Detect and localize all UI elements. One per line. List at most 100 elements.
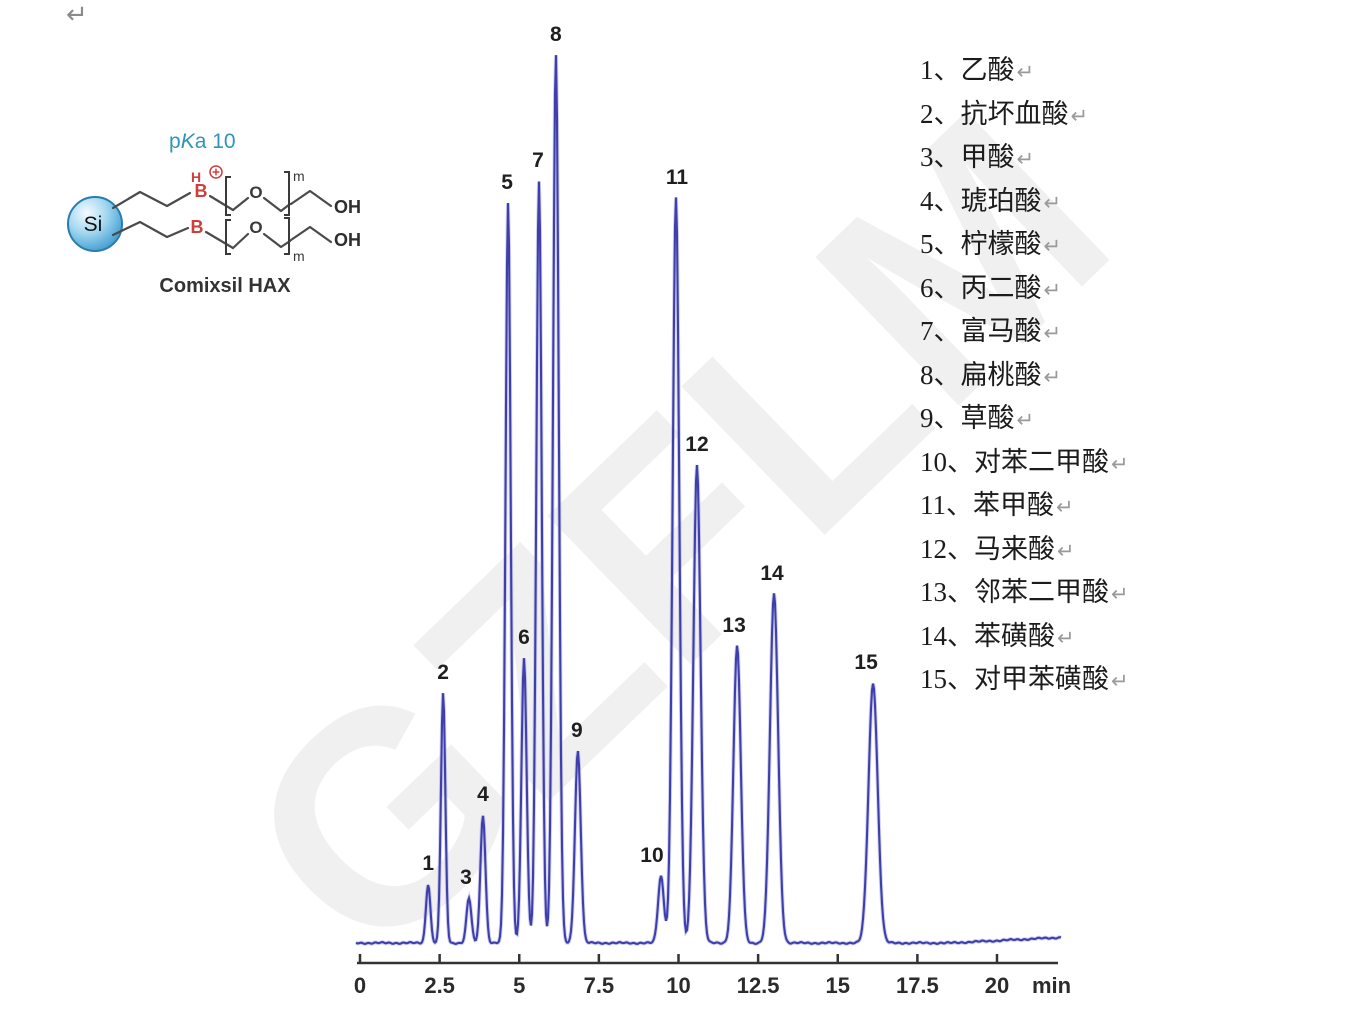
peak-label-12: 12 [685,433,708,456]
axis-tick-label: 2.5 [424,973,455,998]
upper-close-bracket [284,171,290,216]
paragraph-return-icon: ↵ [1016,60,1035,84]
chromatogram-trace [355,55,1062,945]
axis-unit-label: min [1032,973,1071,998]
paragraph-return-icon: ↵ [1111,451,1129,476]
trace-halo [355,55,1062,946]
silica-label: Si [84,213,103,236]
peak-label-15: 15 [854,651,878,674]
legend-item: 15、对甲苯磺酸↵ [920,659,1180,703]
peak-label-6: 6 [518,626,530,649]
axis-tick-label: 20 [985,973,1009,998]
axis-tick-label: 12.5 [737,973,780,998]
legend-item-text: 13、邻苯二甲酸 [920,577,1109,607]
time-axis: 0 2.5 5 7.5 10 12.5 15 17.5 20 [354,954,1058,998]
upper-repeat-bonds [231,196,292,213]
legend-item-text: 10、对苯二甲酸 [920,446,1109,477]
axis-tick-label: 5 [513,973,525,998]
legend-item-text: 15、对甲苯磺酸 [920,664,1109,694]
lower-open-bracket [225,219,231,255]
paragraph-return-icon: ↵ [1043,190,1062,215]
lower-m-subscript: m [293,248,305,264]
legend-item: 1、乙酸↵ [920,50,1180,94]
paragraph-return-icon: ↵ [1111,582,1129,606]
legend-item-text: 7、富马酸 [920,316,1042,346]
stationary-phase-structure: pKa 10 Si H B O m OH B O [67,130,361,297]
legend-item-text: 11、苯甲酸 [920,490,1054,520]
legend-item-text: 8、扁桃酸 [920,359,1042,390]
paragraph-return-icon: ↵ [1016,408,1035,432]
axis-tick-label: 0 [354,973,366,998]
legend-item: 14、苯磺酸↵ [920,616,1180,660]
upper-end-bonds [289,189,333,208]
legend-item: 3、甲酸↵ [920,137,1180,181]
paragraph-return-icon: ↵ [1111,669,1129,693]
axis-tick-label: 17.5 [896,973,939,998]
paragraph-return-icon: ↵ [1043,234,1062,258]
lower-oh-group: OH [334,230,361,250]
legend-item-text: 1、乙酸 [920,55,1015,85]
plus-charge-icon [209,165,223,179]
peak-label-3: 3 [460,866,472,889]
paragraph-return-icon: ↵ [1043,277,1062,302]
lower-end-bonds [289,225,333,244]
peak-label-7: 7 [532,149,544,172]
peak-label-2: 2 [437,661,449,684]
legend-item: 4、琥珀酸↵ [920,181,1180,225]
pka-label: pKa 10 [169,130,236,153]
paragraph-return-icon: ↵ [1016,147,1035,171]
lower-b-atom: B [191,217,204,237]
legend-item-text: 6、丙二酸 [920,272,1042,303]
lower-repeat-bonds [231,232,292,250]
upper-b-atom: B [195,181,208,201]
upper-o-atom: O [249,183,262,202]
paragraph-return-icon: ↵ [1057,538,1075,563]
peak-label-1: 1 [422,852,434,875]
paragraph-return-icon: ↵ [1057,625,1075,650]
upper-b-c-bond [208,194,235,212]
peak-label-14: 14 [760,562,784,585]
legend-item-text: 12、马来酸 [920,533,1055,564]
legend-item-text: 2、抗坏血酸 [920,98,1069,129]
peak-label-13: 13 [722,614,745,637]
paragraph-return-icon: ↵ [1043,321,1062,345]
legend-item-text: 3、甲酸 [920,142,1015,172]
peak-label-10: 10 [640,844,663,867]
legend-item: 8、扁桃酸↵ [920,355,1180,399]
legend-item: 7、富马酸↵ [920,311,1180,355]
upper-chain-bond [111,190,192,210]
peak-label-8: 8 [550,23,562,46]
legend-item-text: 5、柠檬酸 [920,229,1042,259]
silica-sphere [67,196,123,252]
legend-item: 12、马来酸↵ [920,529,1180,573]
legend-item: 10、对苯二甲酸↵ [920,442,1180,486]
legend-item-text: 14、苯磺酸 [920,620,1055,651]
lower-close-bracket [284,217,290,255]
legend-item: 6、丙二酸↵ [920,268,1180,312]
paragraph-return-icon: ↵ [66,0,88,30]
legend-item: 5、柠檬酸↵ [920,224,1180,268]
legend-item: 9、草酸↵ [920,398,1180,442]
peak-label-5: 5 [501,171,513,194]
upper-open-bracket [225,176,231,216]
axis-tick-label: 7.5 [584,973,615,998]
peak-label-9: 9 [571,719,583,742]
lower-o-atom: O [249,218,262,237]
legend-item: 13、邻苯二甲酸↵ [920,572,1180,616]
legend-item: 2、抗坏血酸↵ [920,94,1180,138]
axis-tick-label: 10 [666,973,690,998]
axis-tick-label: 15 [826,973,850,998]
paragraph-return-icon: ↵ [1043,364,1062,389]
upper-m-subscript: m [293,168,305,184]
paragraph-return-icon: ↵ [1056,495,1074,519]
paragraph-return-icon: ↵ [1070,103,1089,128]
peak-label-4: 4 [477,783,489,806]
lower-chain-bond [111,220,190,239]
legend-item-text: 4、琥珀酸 [920,185,1042,216]
legend-item: 11、苯甲酸↵ [920,485,1180,529]
peak-label-11: 11 [666,166,689,189]
peak-legend-list: 1、乙酸↵ 2、抗坏血酸↵ 3、甲酸↵ 4、琥珀酸↵ 5、柠檬酸↵ 6、丙二酸↵ 7、富马酸… [920,50,1180,703]
